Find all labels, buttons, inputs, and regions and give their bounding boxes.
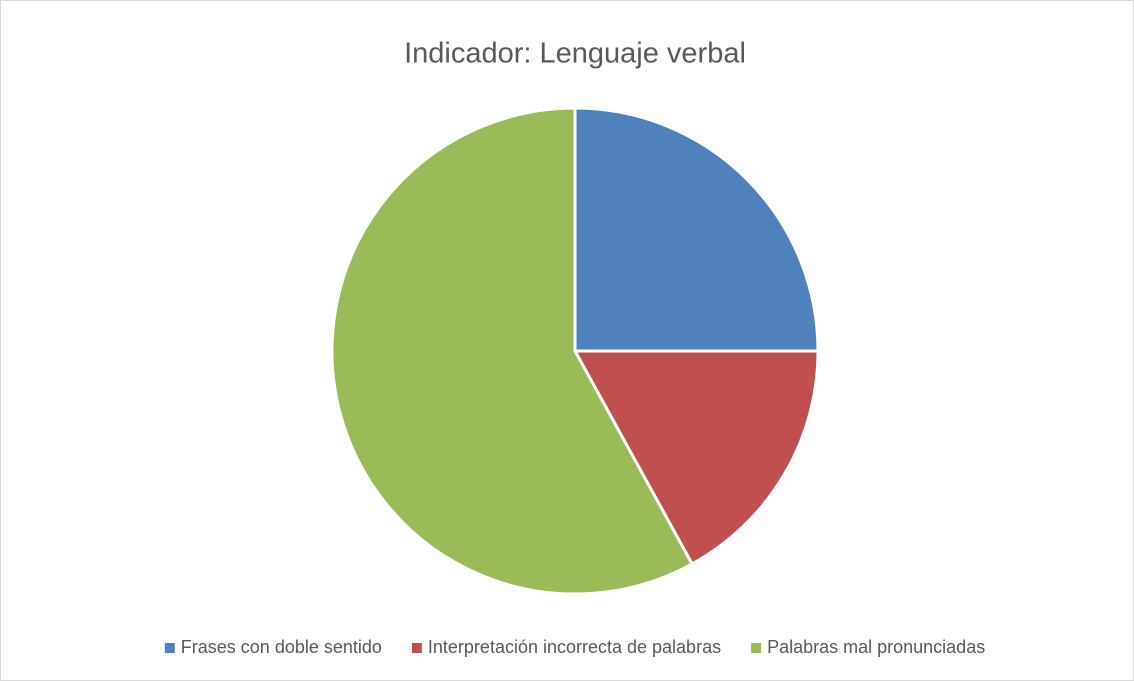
legend-swatch bbox=[751, 643, 762, 653]
legend-label: Interpretación incorrecta de palabras bbox=[428, 637, 721, 657]
chart-title: Indicador: Lenguaje verbal bbox=[404, 38, 746, 70]
pie-slice bbox=[573, 106, 820, 353]
pie-slice bbox=[330, 106, 695, 596]
legend-label: Palabras mal pronunciadas bbox=[767, 637, 985, 657]
legend-swatch bbox=[164, 643, 175, 653]
legend-swatch bbox=[411, 643, 422, 653]
pie-slice bbox=[572, 349, 820, 566]
legend-label: Frases con doble sentido bbox=[181, 637, 382, 657]
